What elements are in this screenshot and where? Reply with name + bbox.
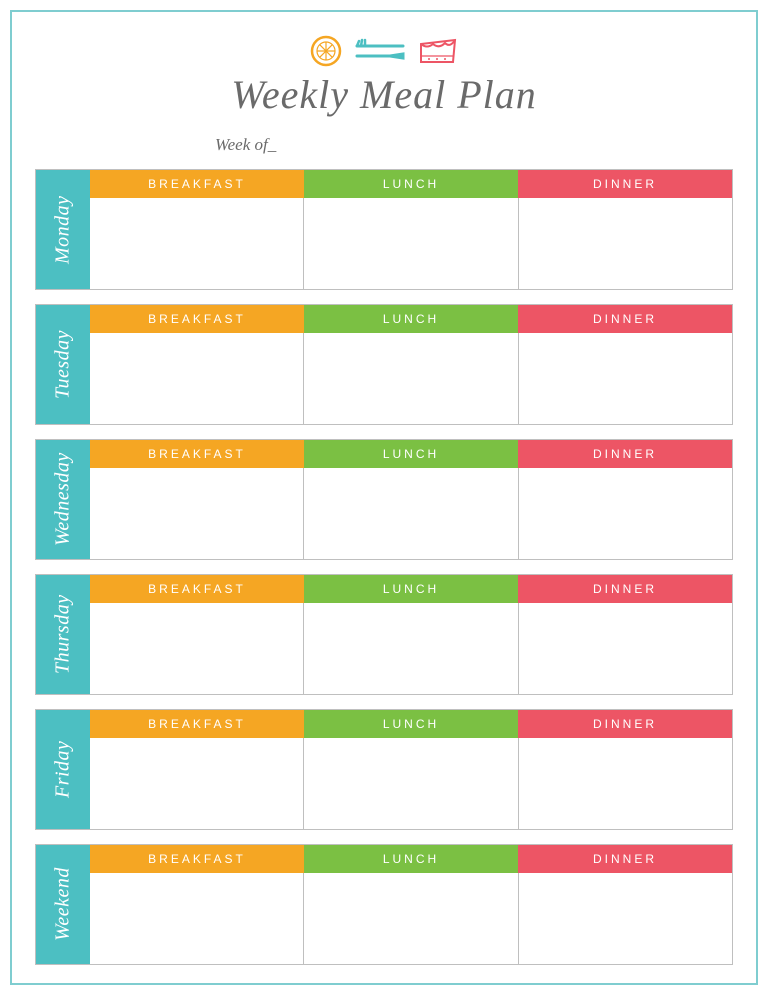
header: Weekly Meal Plan bbox=[35, 30, 733, 121]
meal-header-dinner: DINNER bbox=[518, 575, 732, 603]
day-row: MondayBREAKFASTLUNCHDINNER bbox=[35, 169, 733, 290]
meal-cells bbox=[90, 333, 732, 424]
day-label: Weekend bbox=[36, 845, 90, 964]
meals-area: BREAKFASTLUNCHDINNER bbox=[90, 710, 732, 829]
meal-header-dinner: DINNER bbox=[518, 710, 732, 738]
meal-headers: BREAKFASTLUNCHDINNER bbox=[90, 170, 732, 198]
meal-cell-lunch[interactable] bbox=[303, 603, 517, 694]
meal-header-breakfast: BREAKFAST bbox=[90, 710, 304, 738]
meal-header-breakfast: BREAKFAST bbox=[90, 440, 304, 468]
day-row: TuesdayBREAKFASTLUNCHDINNER bbox=[35, 304, 733, 425]
meal-headers: BREAKFASTLUNCHDINNER bbox=[90, 845, 732, 873]
meal-cell-breakfast[interactable] bbox=[90, 738, 303, 829]
meal-cell-dinner[interactable] bbox=[518, 603, 732, 694]
day-label: Monday bbox=[36, 170, 90, 289]
page: Weekly Meal Plan Week of_ MondayBREAKFAS… bbox=[35, 30, 733, 965]
meal-headers: BREAKFASTLUNCHDINNER bbox=[90, 710, 732, 738]
meal-header-lunch: LUNCH bbox=[304, 440, 518, 468]
meal-cell-dinner[interactable] bbox=[518, 468, 732, 559]
meal-cell-dinner[interactable] bbox=[518, 873, 732, 964]
meal-header-lunch: LUNCH bbox=[304, 710, 518, 738]
meal-header-lunch: LUNCH bbox=[304, 305, 518, 333]
meal-header-dinner: DINNER bbox=[518, 305, 732, 333]
meal-cell-lunch[interactable] bbox=[303, 333, 517, 424]
meals-area: BREAKFASTLUNCHDINNER bbox=[90, 170, 732, 289]
meals-area: BREAKFASTLUNCHDINNER bbox=[90, 305, 732, 424]
meal-header-breakfast: BREAKFAST bbox=[90, 845, 304, 873]
day-label: Tuesday bbox=[36, 305, 90, 424]
meal-cell-dinner[interactable] bbox=[518, 738, 732, 829]
meal-header-lunch: LUNCH bbox=[304, 170, 518, 198]
day-row: WeekendBREAKFASTLUNCHDINNER bbox=[35, 844, 733, 965]
meal-cell-breakfast[interactable] bbox=[90, 468, 303, 559]
meals-area: BREAKFASTLUNCHDINNER bbox=[90, 440, 732, 559]
meal-cells bbox=[90, 603, 732, 694]
day-row: ThursdayBREAKFASTLUNCHDINNER bbox=[35, 574, 733, 695]
week-of-label: Week of_ bbox=[35, 135, 733, 155]
meals-area: BREAKFASTLUNCHDINNER bbox=[90, 845, 732, 964]
meal-header-dinner: DINNER bbox=[518, 170, 732, 198]
meal-cell-lunch[interactable] bbox=[303, 873, 517, 964]
meal-cell-lunch[interactable] bbox=[303, 198, 517, 289]
meal-header-breakfast: BREAKFAST bbox=[90, 575, 304, 603]
meal-cells bbox=[90, 873, 732, 964]
meal-cell-breakfast[interactable] bbox=[90, 198, 303, 289]
day-row: FridayBREAKFASTLUNCHDINNER bbox=[35, 709, 733, 830]
cake-icon bbox=[417, 34, 459, 73]
meal-cells bbox=[90, 198, 732, 289]
meal-header-lunch: LUNCH bbox=[304, 845, 518, 873]
meal-cell-lunch[interactable] bbox=[303, 468, 517, 559]
meal-headers: BREAKFASTLUNCHDINNER bbox=[90, 575, 732, 603]
meal-cells bbox=[90, 738, 732, 829]
meal-header-dinner: DINNER bbox=[518, 440, 732, 468]
meal-headers: BREAKFASTLUNCHDINNER bbox=[90, 440, 732, 468]
meal-cell-lunch[interactable] bbox=[303, 738, 517, 829]
day-row: WednesdayBREAKFASTLUNCHDINNER bbox=[35, 439, 733, 560]
meal-cell-breakfast[interactable] bbox=[90, 333, 303, 424]
meals-area: BREAKFASTLUNCHDINNER bbox=[90, 575, 732, 694]
meal-cell-dinner[interactable] bbox=[518, 198, 732, 289]
day-label: Wednesday bbox=[36, 440, 90, 559]
meal-cells bbox=[90, 468, 732, 559]
lemon-icon bbox=[309, 34, 343, 73]
meal-headers: BREAKFASTLUNCHDINNER bbox=[90, 305, 732, 333]
meal-cell-dinner[interactable] bbox=[518, 333, 732, 424]
meal-header-lunch: LUNCH bbox=[304, 575, 518, 603]
meal-cell-breakfast[interactable] bbox=[90, 603, 303, 694]
day-label: Thursday bbox=[36, 575, 90, 694]
page-title: Weekly Meal Plan bbox=[35, 75, 733, 115]
day-label: Friday bbox=[36, 710, 90, 829]
fork-knife-icon bbox=[355, 34, 405, 73]
header-icons bbox=[35, 34, 733, 73]
meal-cell-breakfast[interactable] bbox=[90, 873, 303, 964]
days-container: MondayBREAKFASTLUNCHDINNERTuesdayBREAKFA… bbox=[35, 169, 733, 965]
meal-header-dinner: DINNER bbox=[518, 845, 732, 873]
meal-header-breakfast: BREAKFAST bbox=[90, 305, 304, 333]
meal-header-breakfast: BREAKFAST bbox=[90, 170, 304, 198]
